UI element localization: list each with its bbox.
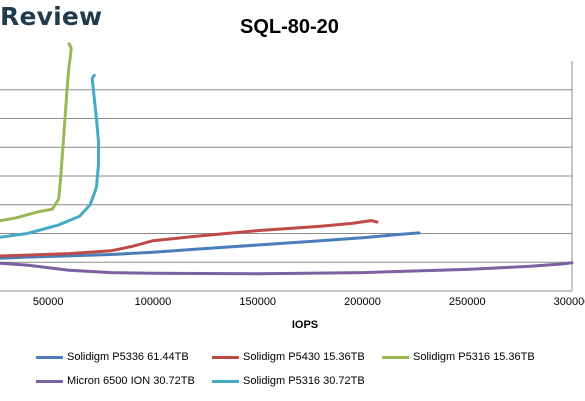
x-tick-label: 200000 [344, 296, 381, 308]
legend-item: Solidigm P5316 30.72TB [212, 375, 365, 387]
legend-item: Micron 6500 ION 30.72TB [36, 375, 195, 387]
legend-swatch [212, 379, 239, 383]
legend-item: Solidigm P5316 15.36TB [382, 351, 535, 363]
legend-swatch [36, 355, 63, 359]
legend-item: Solidigm P5336 61.44TB [36, 351, 189, 363]
series-line-2 [0, 219, 379, 258]
x-tick-label: 50000 [33, 296, 64, 308]
series-line-5 [0, 73, 100, 239]
legend-swatch [36, 379, 63, 383]
legend-label: Solidigm P5316 15.36TB [413, 351, 535, 363]
x-tick-labels: 50000 100000 150000 200000 250000 300000 [33, 296, 585, 308]
series-lines [0, 42, 574, 276]
brand-logo-text: Review [0, 2, 103, 31]
x-tick-label: 250000 [449, 296, 486, 308]
gridlines [0, 61, 573, 292]
series-line-4 [0, 261, 574, 276]
series-line-1 [0, 231, 421, 260]
legend-swatch [382, 355, 409, 359]
legend-label: Solidigm P5430 15.36TB [243, 351, 365, 363]
x-axis-label: IOPS [292, 319, 318, 331]
legend-swatch [212, 355, 239, 359]
legend-label: Micron 6500 ION 30.72TB [67, 375, 195, 387]
series-line-3 [0, 42, 73, 223]
x-tick-label: 100000 [135, 296, 172, 308]
legend-item: Solidigm P5430 15.36TB [212, 351, 365, 363]
x-tick-label: 300000 [554, 296, 585, 308]
chart-title: SQL-80-20 [240, 16, 339, 38]
x-tick-label: 150000 [239, 296, 276, 308]
legend-label: Solidigm P5336 61.44TB [67, 351, 189, 363]
legend-label: Solidigm P5316 30.72TB [243, 375, 365, 387]
